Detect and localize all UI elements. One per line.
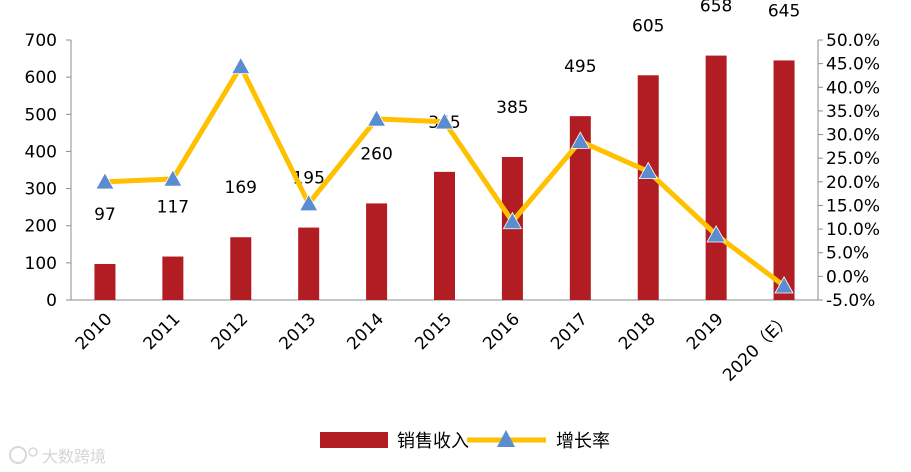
right-tick-label: 15.0% <box>826 196 880 216</box>
right-tick-label: 30.0% <box>826 126 880 146</box>
right-tick-label: 50.0% <box>826 31 880 51</box>
bar <box>298 227 320 300</box>
legend: 销售收入 增长率 <box>320 430 610 452</box>
logo-icon <box>9 446 38 464</box>
x-tick-label: 2011 <box>140 309 185 354</box>
right-tick-label: 10.0% <box>826 220 880 240</box>
bar <box>366 203 388 300</box>
triangle-marker <box>95 171 115 190</box>
triangle-marker <box>231 56 251 75</box>
x-tick-label: 2015 <box>411 309 456 354</box>
bar-data-label: 169 <box>225 178 257 198</box>
bar-data-label: 495 <box>564 57 596 77</box>
bar <box>773 60 795 300</box>
left-tick-label: 200 <box>25 217 57 237</box>
bar-data-label: 605 <box>632 16 664 36</box>
logo-ring <box>9 446 27 464</box>
right-axis: -5.0% 0.0% 5.0% 10.0% 15.0% 20.0% 25.0% 30.0% 35… <box>817 31 880 311</box>
bar <box>94 263 116 300</box>
triangle-marker <box>366 109 387 127</box>
bar-data-label: 117 <box>157 198 189 218</box>
left-tick-label: 500 <box>25 105 57 125</box>
bar <box>230 237 252 300</box>
x-tick-label: 2014 <box>343 309 388 354</box>
bar-data-label: 97 <box>94 205 116 225</box>
legend-bar-swatch <box>320 432 388 448</box>
x-tick-label: 2016 <box>479 309 524 354</box>
line-series <box>95 56 794 294</box>
bar <box>705 55 727 300</box>
left-tick-label: 400 <box>25 142 57 162</box>
logo-dot <box>28 447 38 457</box>
bar-data-label: 385 <box>496 98 528 118</box>
bar-data-label: 645 <box>768 1 800 21</box>
triangle-marker <box>774 275 794 294</box>
left-tick-label: 700 <box>25 31 57 51</box>
triangle-marker <box>163 169 183 187</box>
triangle-marker <box>706 224 726 243</box>
left-tick-label: 600 <box>25 68 57 88</box>
right-tick-label: 35.0% <box>826 102 880 122</box>
right-tick-label: 40.0% <box>826 78 880 98</box>
watermark: 大数跨境 <box>9 446 106 466</box>
left-axis: 0 100 200 300 400 500 600 700 <box>25 31 72 311</box>
right-tick-label: 45.0% <box>826 55 880 75</box>
right-tick-label: 20.0% <box>826 173 880 193</box>
triangle-marker <box>299 193 319 212</box>
left-tick-label: 0 <box>46 291 57 311</box>
x-tick-label: 2018 <box>615 309 660 354</box>
legend-bar-label: 销售收入 <box>397 431 469 452</box>
bar-data-label: 658 <box>700 0 732 17</box>
x-tick-label: 2019 <box>683 309 728 354</box>
triangle-marker <box>570 131 590 149</box>
bar <box>162 256 184 300</box>
x-tick-label: 2010 <box>72 309 117 354</box>
x-axis: 2010 2011 2012 2013 2014 2015 2016 2017 2018 2019… <box>71 299 818 386</box>
bar <box>434 171 455 300</box>
triangle-marker <box>638 161 658 180</box>
legend-line-label: 增长率 <box>556 431 610 452</box>
bar <box>637 75 659 301</box>
bar-data-labels: 97117169195260345385495605658645 <box>94 0 800 225</box>
right-tick-label: 5.0% <box>826 244 869 264</box>
x-tick-label: 2017 <box>547 309 592 354</box>
bar-data-label: 260 <box>360 144 392 164</box>
right-tick-label: -5.0% <box>826 291 875 311</box>
right-tick-label: 0.0% <box>826 267 869 287</box>
legend-triangle-icon <box>497 430 515 447</box>
x-tick-label: 2012 <box>208 309 253 354</box>
watermark-text: 大数跨境 <box>42 447 106 466</box>
triangle-marker <box>502 211 523 230</box>
bar-series <box>94 55 795 301</box>
x-tick-label: 2013 <box>275 309 320 354</box>
left-tick-label: 300 <box>25 180 57 200</box>
triangle-marker <box>434 111 455 130</box>
bar <box>569 116 591 301</box>
left-tick-label: 100 <box>25 254 57 274</box>
right-tick-label: 25.0% <box>826 149 880 169</box>
x-tick-label: 2020（E） <box>719 309 795 385</box>
